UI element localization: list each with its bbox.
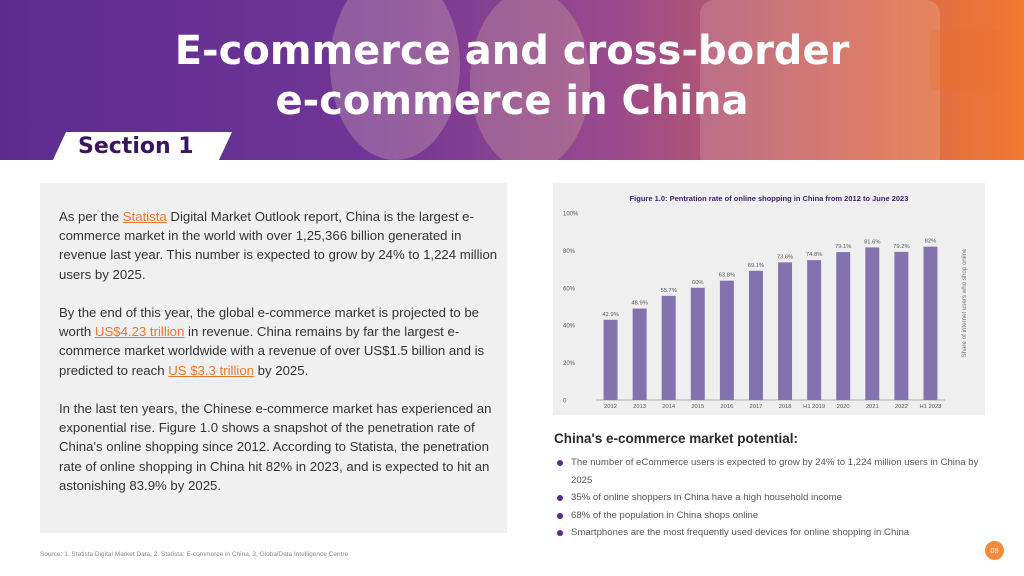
source-footnote: Source: 1. Statista Digital Market Data,… (40, 551, 349, 558)
bar (865, 247, 880, 400)
x-tick-label: 2020 (837, 404, 850, 410)
y-tick-label: 100% (563, 212, 579, 218)
page-title-line-2: e-commerce in China (275, 78, 749, 124)
x-tick-label: 2012 (604, 404, 617, 410)
bar (836, 252, 851, 400)
page-number-badge: 05 (985, 541, 1004, 560)
bullet-icon (557, 512, 563, 519)
list-item: 68% of the population in China shops onl… (556, 507, 996, 525)
bar-value-label: 63.8% (719, 273, 735, 279)
bar (632, 308, 647, 400)
background-photo-person (330, 0, 460, 160)
bar-value-label: 69.1% (748, 263, 764, 269)
x-tick-label: 2021 (866, 404, 879, 410)
bar (603, 319, 618, 400)
bar (923, 246, 938, 400)
chart-panel: Figure 1.0: Pentration rate of online sh… (553, 183, 985, 415)
bar (807, 260, 822, 400)
bullet-icon (557, 495, 563, 501)
page-title-line-1: E-commerce and cross-border (174, 28, 850, 74)
x-tick-label: 2015 (691, 404, 704, 410)
bullet-icon (557, 460, 563, 466)
bar (778, 262, 793, 400)
p1-text-after: Digital Market Outlook report, China is … (59, 209, 498, 282)
list-item-text: 35% of online shoppers in China have a h… (571, 492, 842, 503)
background-photo-van (700, 0, 940, 160)
paragraph-1: As per the Statista Digital Market Outlo… (59, 207, 499, 284)
list-item-text: Smartphones are the most frequently used… (571, 527, 910, 538)
bar (690, 287, 705, 400)
x-tick-label: 2018 (779, 404, 792, 410)
potential-list: The number of eCommerce users is expecte… (556, 454, 996, 542)
y-tick-label: 80% (563, 249, 576, 255)
y-tick-label: 20% (563, 361, 576, 367)
bar-value-label: 48.9% (631, 301, 647, 307)
section-tab: Section 1 (52, 132, 232, 162)
p2-text-mid: in revenue. China remains by far the lar… (59, 324, 485, 378)
bar-value-label: 79.1% (835, 244, 851, 250)
bar (661, 295, 676, 400)
bar (719, 280, 734, 400)
p2-text-before: By the end of this year, the global e-co… (59, 305, 480, 340)
bar-value-label: 74.8% (806, 252, 822, 258)
bar-value-label: 73.6% (777, 254, 793, 260)
background-photo-logo (930, 30, 1000, 90)
body-text-panel: As per the Statista Digital Market Outlo… (40, 183, 507, 533)
y-axis-title: Share of internet users who shop online (961, 248, 968, 358)
list-item-text: The number of eCommerce users is expecte… (571, 457, 979, 486)
bullet-icon (557, 530, 563, 536)
x-tick-label: 2013 (633, 404, 646, 410)
x-tick-label: H1 2019 (803, 404, 825, 410)
p2-text-after: by 2025. (254, 362, 309, 378)
potential-heading: China's e-commerce market potential: (554, 431, 799, 446)
paragraph-2: By the end of this year, the global e-co… (59, 303, 499, 380)
list-item: Smartphones are the most frequently used… (556, 524, 996, 542)
x-tick-label: 2022 (895, 404, 908, 410)
x-tick-label: 2014 (662, 404, 676, 410)
x-tick-label: 2016 (720, 404, 733, 410)
statista-link[interactable]: Statista (122, 209, 167, 224)
background-photo-person (470, 0, 590, 160)
x-tick-label: 2017 (750, 404, 763, 410)
china-revenue-link[interactable]: US $3.3 trillion (168, 362, 254, 378)
bar-value-label: 55.7% (660, 288, 676, 294)
y-tick-label: 0 (563, 399, 567, 405)
paragraph-3: In the last ten years, the Chinese e-com… (59, 401, 492, 493)
bar-value-label: 79.2% (893, 244, 909, 250)
section-label: Section 1 (78, 134, 194, 159)
bar-value-label: 42.9% (602, 312, 618, 318)
page-title: E-commerce and cross-border e-commerce i… (0, 26, 1024, 126)
y-tick-label: 40% (563, 324, 576, 330)
list-item-text: 68% of the population in China shops onl… (571, 509, 759, 521)
list-item: 35% of online shoppers in China have a h… (556, 489, 996, 507)
x-tick-label: H1 2023 (919, 404, 941, 410)
y-tick-label: 60% (563, 286, 576, 292)
bar-value-label: 82% (925, 239, 937, 245)
p1-text-before: As per the (59, 209, 123, 224)
bar-value-label: 60% (692, 280, 704, 286)
list-item: The number of eCommerce users is expecte… (556, 454, 996, 489)
global-revenue-link[interactable]: US$4.23 trillion (94, 324, 185, 340)
bar-value-label: 81.6% (864, 239, 880, 245)
chart-title: Figure 1.0: Pentration rate of online sh… (629, 194, 909, 203)
bar (748, 270, 763, 400)
bar-chart: 0 20% 40% 60% 80% 100% 42.9% 2012 48.9% 2013 55.7%… (563, 212, 968, 411)
bar (894, 251, 909, 400)
